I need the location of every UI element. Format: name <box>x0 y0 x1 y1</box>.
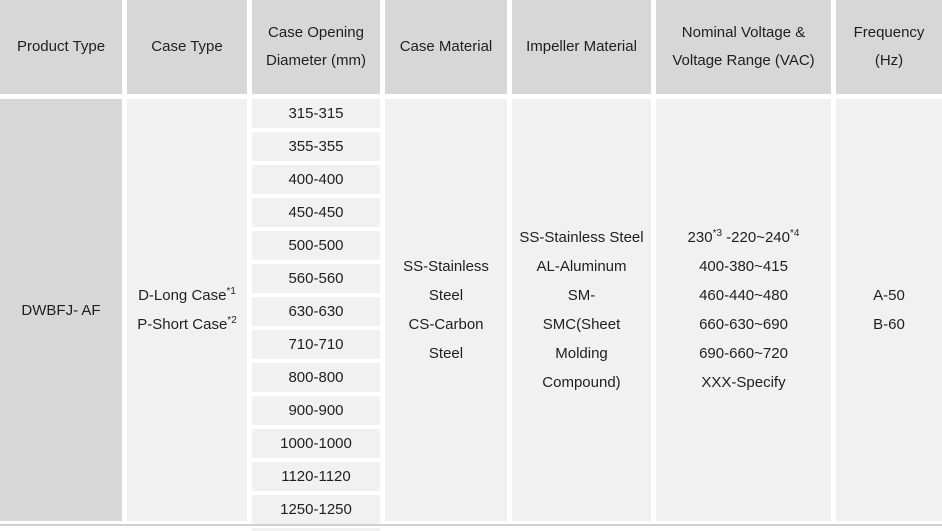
case-type-option: P-Short Case*2 <box>137 310 237 339</box>
case-material-option: SS-Stainless Steel <box>403 258 489 304</box>
diameter-cell: 1120-1120 <box>252 462 380 491</box>
diameter-cell: 710-710 <box>252 330 380 359</box>
frequency-option: A-50 <box>873 287 905 304</box>
diameter-value: 1250-1250 <box>280 501 352 518</box>
diameter-cell: 800-800 <box>252 363 380 392</box>
diameter-cell: 900-900 <box>252 396 380 425</box>
voltage-option: 460-440~480 <box>699 287 788 304</box>
cell-case-material: SS-Stainless Steel CS-Carbon Steel <box>385 99 507 521</box>
header-case-opening-diameter-label: Case Opening Diameter (mm) <box>266 24 366 69</box>
header-case-type-label: Case Type <box>151 38 223 55</box>
cell-voltage: 230*3 -220~240*4 400-380~415 460-440~480… <box>656 99 831 521</box>
diameter-cell: 630-630 <box>252 297 380 326</box>
diameter-value: 710-710 <box>288 336 344 353</box>
case-type-option-text: D-Long Case <box>138 287 227 304</box>
diameter-value: 1000-1000 <box>280 435 352 452</box>
frequency-option: B-60 <box>873 316 905 333</box>
diameter-value: 630-630 <box>288 303 344 320</box>
column-frequency: Frequency (Hz) A-50 B-60 <box>836 0 942 521</box>
case-type-option-footnote: *1 <box>226 286 236 297</box>
diameter-cell: 1250-1250 <box>252 495 380 524</box>
cell-impeller-material: SS-Stainless Steel AL-Aluminum SM-SMC(Sh… <box>512 99 651 521</box>
header-frequency: Frequency (Hz) <box>836 0 942 94</box>
cell-product-type: DWBFJ- AF <box>0 99 122 521</box>
cell-case-type: D-Long Case*1 P-Short Case*2 <box>127 99 247 521</box>
diameter-cell: 355-355 <box>252 132 380 161</box>
case-type-option-text: P-Short Case <box>137 316 228 333</box>
header-voltage-label: Nominal Voltage & Voltage Range (VAC) <box>672 24 815 69</box>
impeller-material-option: AL-Aluminum <box>536 258 627 275</box>
header-impeller-material: Impeller Material <box>512 0 651 94</box>
diameter-value: 900-900 <box>288 402 344 419</box>
header-product-type: Product Type <box>0 0 122 94</box>
impeller-material-option: SM-SMC(Sheet Molding Compound) <box>542 287 621 391</box>
voltage-option: 400-380~415 <box>699 258 788 275</box>
diameter-cell: 315-315 <box>252 99 380 128</box>
diameter-value: 450-450 <box>288 204 344 221</box>
case-type-option: D-Long Case*1 <box>138 281 236 310</box>
table-bottom-rule <box>0 524 942 526</box>
diameter-value: 500-500 <box>288 237 344 254</box>
diameter-cell: 450-450 <box>252 198 380 227</box>
diameter-value: 1120-1120 <box>281 468 351 485</box>
cell-frequency: A-50 B-60 <box>836 99 942 521</box>
diameter-value: 400-400 <box>288 171 344 188</box>
diameter-value: 315-315 <box>288 105 344 122</box>
voltage-option: 230*3 -220~240*4 <box>688 223 800 252</box>
voltage-footnote: *3 <box>712 228 723 239</box>
voltage-footnote: *4 <box>790 228 800 239</box>
voltage-option-text: -220~240 <box>722 229 790 246</box>
product-type-value: DWBFJ- AF <box>21 301 101 319</box>
diameter-value: 560-560 <box>288 270 344 287</box>
diameter-cell: 560-560 <box>252 264 380 293</box>
header-case-material-label: Case Material <box>399 38 493 55</box>
header-voltage: Nominal Voltage & Voltage Range (VAC) <box>656 0 831 94</box>
impeller-material-option: SS-Stainless Steel <box>519 229 644 246</box>
header-case-type: Case Type <box>127 0 247 94</box>
cell-case-opening-diameter: 315-315 355-355 400-400 450-450 500-500 … <box>252 99 380 531</box>
column-case-opening-diameter: Case Opening Diameter (mm) 315-315 355-3… <box>252 0 380 531</box>
voltage-option-text: 230 <box>687 229 713 246</box>
case-type-option-footnote: *2 <box>227 315 237 326</box>
diameter-cell: 400-400 <box>252 165 380 194</box>
column-impeller-material: Impeller Material SS-Stainless Steel AL-… <box>512 0 651 521</box>
diameter-cell: 1400-1400 <box>252 528 380 531</box>
header-frequency-label: Frequency (Hz) <box>853 24 925 69</box>
header-case-material: Case Material <box>385 0 507 94</box>
case-material-option: CS-Carbon Steel <box>408 316 484 362</box>
diameter-cell: 500-500 <box>252 231 380 260</box>
voltage-option: 690-660~720 <box>699 345 788 362</box>
diameter-value: 800-800 <box>288 369 344 386</box>
column-case-type: Case Type D-Long Case*1 P-Short Case*2 <box>127 0 247 521</box>
diameter-value: 355-355 <box>288 138 344 155</box>
column-product-type: Product Type DWBFJ- AF <box>0 0 122 521</box>
column-case-material: Case Material SS-Stainless Steel CS-Carb… <box>385 0 507 521</box>
header-impeller-material-label: Impeller Material <box>526 38 637 55</box>
column-voltage: Nominal Voltage & Voltage Range (VAC) 23… <box>656 0 831 521</box>
diameter-cell: 1000-1000 <box>252 429 380 458</box>
header-product-type-label: Product Type <box>16 38 106 55</box>
voltage-option: 660-630~690 <box>699 316 788 333</box>
header-case-opening-diameter: Case Opening Diameter (mm) <box>252 0 380 94</box>
voltage-option: XXX-Specify <box>701 374 786 391</box>
